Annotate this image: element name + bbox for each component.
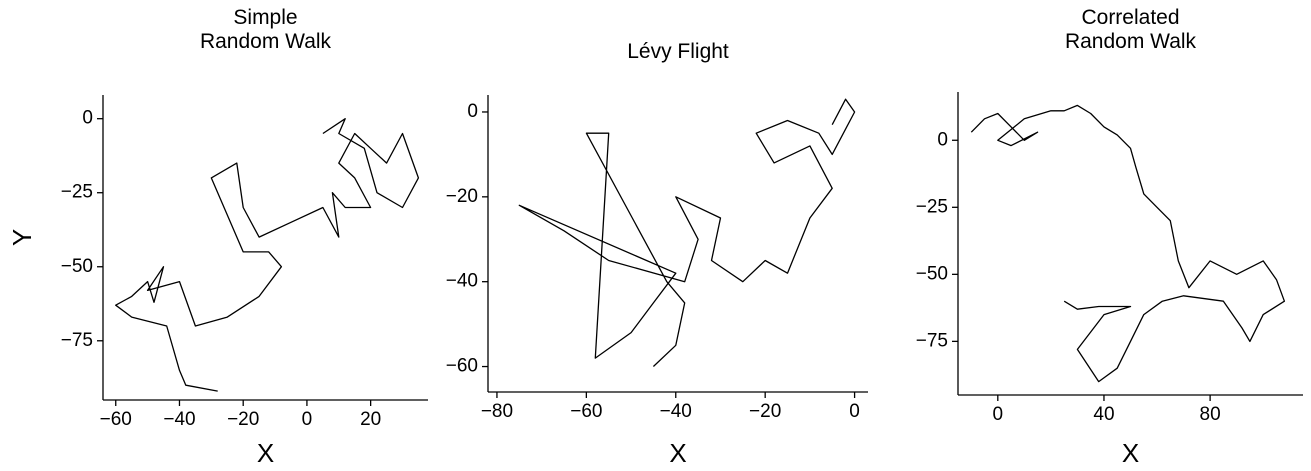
x-tick-label: −60 bbox=[570, 401, 602, 422]
x-axis-label: X bbox=[257, 438, 274, 468]
panel-title: Lévy Flight bbox=[627, 40, 729, 63]
y-axis-label: Y bbox=[7, 229, 37, 246]
y-tick-label: −75 bbox=[916, 330, 948, 351]
walk-path bbox=[970, 104, 1286, 383]
x-tick-label: 0 bbox=[849, 401, 860, 422]
x-tick-label: 40 bbox=[1093, 404, 1114, 425]
x-tick-label: −40 bbox=[163, 409, 195, 430]
x-tick-label: −80 bbox=[481, 401, 513, 422]
x-tick-label: −40 bbox=[660, 401, 692, 422]
y-tick-label: −75 bbox=[61, 330, 93, 351]
x-tick-label: 80 bbox=[1200, 404, 1221, 425]
x-tick-label: −20 bbox=[749, 401, 781, 422]
walk-path bbox=[518, 98, 856, 367]
y-tick-label: −25 bbox=[916, 196, 948, 217]
panel-title: Correlated Random Walk bbox=[1064, 6, 1197, 53]
y-tick-label: −50 bbox=[916, 263, 948, 284]
y-tick-label: −25 bbox=[61, 182, 93, 203]
y-tick-label: 0 bbox=[467, 101, 478, 122]
y-tick-label: −50 bbox=[61, 256, 93, 277]
y-tick-label: −40 bbox=[446, 271, 478, 292]
walk-path bbox=[115, 118, 420, 392]
panel-title: Simple Random Walk bbox=[199, 6, 332, 53]
x-tick-label: 0 bbox=[302, 409, 313, 430]
x-tick-label: 0 bbox=[993, 404, 1004, 425]
x-tick-label: −20 bbox=[227, 409, 259, 430]
y-tick-label: 0 bbox=[82, 108, 93, 129]
y-tick-label: −20 bbox=[446, 186, 478, 207]
y-tick-label: −60 bbox=[446, 356, 478, 377]
x-tick-label: 20 bbox=[360, 409, 381, 430]
x-axis-label: X bbox=[669, 438, 686, 468]
y-tick-label: 0 bbox=[937, 129, 948, 150]
x-axis-label: X bbox=[1122, 438, 1139, 468]
x-tick-label: −60 bbox=[100, 409, 132, 430]
